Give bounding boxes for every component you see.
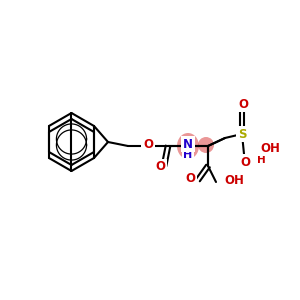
Text: O: O	[238, 98, 248, 110]
Text: S: S	[238, 128, 246, 140]
Text: O: O	[155, 160, 165, 173]
Text: O: O	[185, 172, 195, 184]
Text: OH: OH	[224, 173, 244, 187]
Text: H: H	[256, 155, 266, 165]
Text: H: H	[183, 150, 193, 160]
Text: O: O	[240, 155, 250, 169]
Text: O: O	[143, 139, 153, 152]
Text: OH: OH	[260, 142, 280, 154]
Ellipse shape	[177, 133, 199, 159]
Text: N: N	[183, 137, 193, 151]
Ellipse shape	[198, 137, 214, 153]
